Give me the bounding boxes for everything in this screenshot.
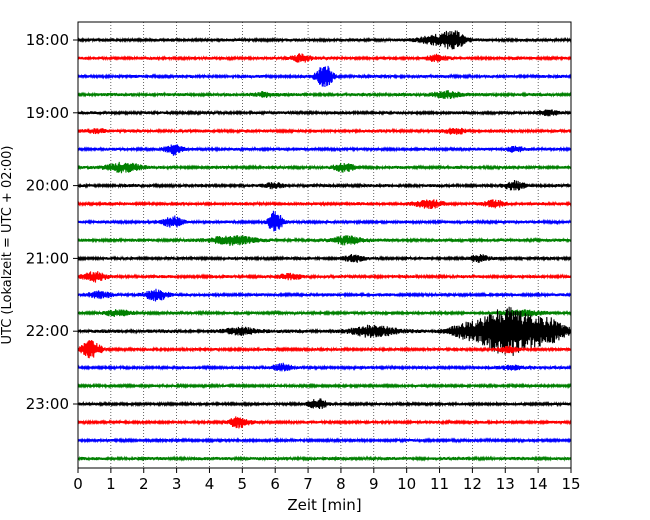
x-tick-label-3: 3 bbox=[172, 475, 182, 493]
trace-2130 bbox=[77, 288, 572, 302]
y-tick-label-2: 20:00 bbox=[26, 177, 69, 195]
x-tick-label-13: 13 bbox=[496, 475, 515, 493]
x-axis-label: Zeit [min] bbox=[287, 496, 361, 514]
trace-2015 bbox=[77, 199, 572, 209]
x-tick-label-2: 2 bbox=[139, 475, 149, 493]
x-axis: 0 1 2 3 4 5 6 7 8 9 10 11 12 13 14 15 bbox=[73, 468, 581, 493]
x-tick-label-15: 15 bbox=[561, 475, 580, 493]
trace-2345 bbox=[77, 455, 572, 462]
trace-2200 bbox=[77, 306, 572, 356]
x-tick-label-4: 4 bbox=[205, 475, 215, 493]
y-tick-label-4: 22:00 bbox=[26, 322, 69, 340]
trace-2145 bbox=[77, 309, 572, 317]
trace-2300 bbox=[77, 398, 572, 409]
y-tick-label-5: 23:00 bbox=[26, 395, 69, 413]
trace-2245 bbox=[77, 382, 572, 390]
trace-1830 bbox=[77, 65, 572, 87]
grid-lines bbox=[110, 22, 539, 468]
trace-1930 bbox=[77, 144, 572, 156]
trace-1945 bbox=[77, 161, 572, 174]
trace-2115 bbox=[77, 271, 572, 283]
trace-1815 bbox=[77, 53, 572, 63]
y-tick-label-1: 19:00 bbox=[26, 104, 69, 122]
x-tick-label-0: 0 bbox=[73, 475, 83, 493]
x-tick-label-12: 12 bbox=[463, 475, 482, 493]
x-tick-label-8: 8 bbox=[336, 475, 346, 493]
x-tick-label-9: 9 bbox=[369, 475, 379, 493]
trace-1900 bbox=[77, 109, 572, 117]
x-tick-label-6: 6 bbox=[270, 475, 280, 493]
x-tick-label-7: 7 bbox=[303, 475, 313, 493]
x-tick-label-10: 10 bbox=[397, 475, 416, 493]
trace-1915 bbox=[77, 127, 572, 135]
trace-2045 bbox=[77, 235, 572, 247]
x-tick-label-5: 5 bbox=[238, 475, 248, 493]
trace-2030 bbox=[77, 210, 572, 232]
y-tick-label-3: 21:00 bbox=[26, 249, 69, 267]
trace-group bbox=[77, 30, 572, 462]
trace-2215 bbox=[77, 340, 572, 359]
y-tick-label-0: 18:00 bbox=[26, 31, 69, 49]
x-tick-label-1: 1 bbox=[106, 475, 116, 493]
trace-1845 bbox=[77, 90, 572, 100]
y-axis-label: UTC (Lokalzeit = UTC + 02:00) bbox=[0, 146, 15, 345]
plot-frame bbox=[77, 21, 572, 469]
x-tick-label-14: 14 bbox=[529, 475, 548, 493]
trace-2315 bbox=[77, 416, 572, 429]
trace-2100 bbox=[77, 253, 572, 263]
trace-1800 bbox=[77, 30, 572, 50]
trace-2000 bbox=[77, 179, 572, 191]
y-axis: 18:00 19:00 20:00 21:00 22:00 23:00 bbox=[26, 31, 78, 413]
trace-2230 bbox=[77, 362, 572, 372]
trace-2330 bbox=[77, 437, 572, 444]
x-tick-label-11: 11 bbox=[430, 475, 449, 493]
